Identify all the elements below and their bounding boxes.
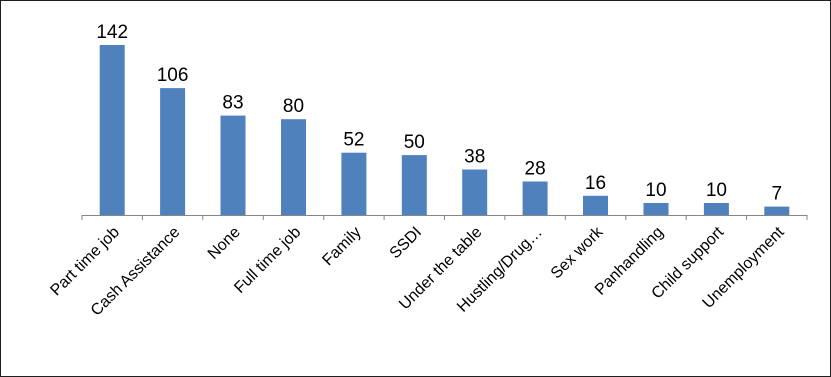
bar-5 <box>401 155 427 215</box>
data-label-8: 16 <box>585 173 606 194</box>
data-label-2: 83 <box>222 93 243 114</box>
bar-11 <box>764 206 790 215</box>
bar-10 <box>703 203 729 215</box>
data-label-1: 106 <box>157 65 189 86</box>
x-tick-label-2: None <box>205 224 244 263</box>
bar-1 <box>160 88 186 215</box>
x-tick-label-5: SSDI <box>387 224 425 262</box>
data-label-9: 10 <box>645 180 666 201</box>
data-label-5: 50 <box>404 132 425 153</box>
bar-7 <box>522 181 548 215</box>
bar-8 <box>583 195 608 215</box>
x-tick-label-4: Family <box>319 224 364 269</box>
data-label-4: 52 <box>343 130 364 151</box>
bar-9 <box>643 203 669 215</box>
bar-4 <box>341 152 367 215</box>
bar-2 <box>220 115 246 215</box>
data-label-7: 28 <box>525 159 546 180</box>
data-label-11: 7 <box>772 184 783 205</box>
bar-0 <box>99 45 125 215</box>
data-label-3: 80 <box>283 96 304 117</box>
data-label-10: 10 <box>706 180 727 201</box>
bar-3 <box>281 119 306 215</box>
bar-6 <box>462 169 488 215</box>
data-label-0: 142 <box>96 22 128 43</box>
x-tick-label-8: Sex work <box>548 223 607 282</box>
data-label-6: 38 <box>464 147 485 168</box>
